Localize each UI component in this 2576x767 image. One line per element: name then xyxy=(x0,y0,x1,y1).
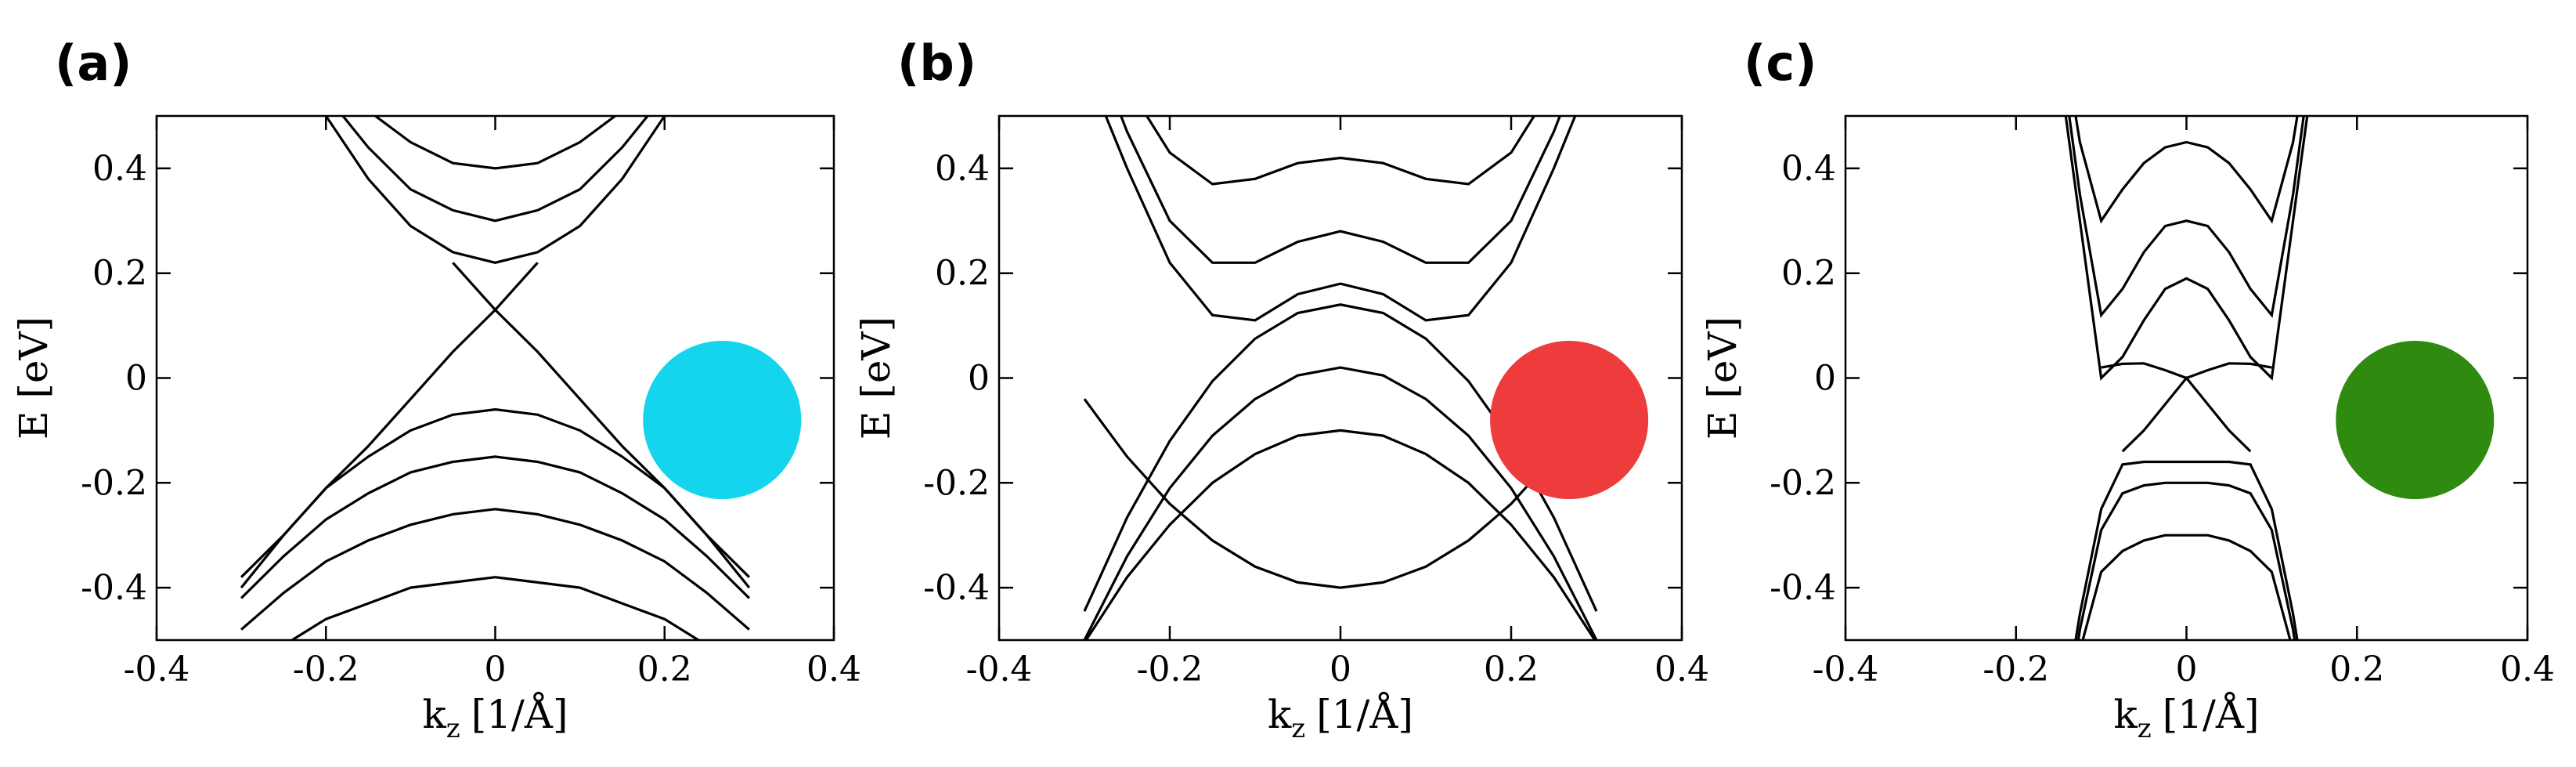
band-line xyxy=(373,116,618,170)
x-label-unit: [1/Å] xyxy=(1316,691,1413,737)
y-tick-label: -0.4 xyxy=(923,568,990,608)
x-tick-label: -0.4 xyxy=(124,649,190,689)
series-group xyxy=(2064,116,2309,640)
x-tick-label: 0.2 xyxy=(637,649,692,689)
y-tick-label: 0.2 xyxy=(1781,254,1836,294)
x-tick-label: 0 xyxy=(1329,649,1351,689)
band-line xyxy=(452,262,751,578)
band-line xyxy=(240,455,751,599)
band-line xyxy=(2074,460,2299,640)
x-tick-label: -0.4 xyxy=(966,649,1033,689)
band-line xyxy=(341,116,650,223)
y-tick-label: 0.4 xyxy=(92,149,147,189)
panel: (c) -0.4 -0.2 0 0.2 0.4 -0.4 -0.2 0 0.2 0.4 kz [1/Å]… xyxy=(1700,34,2555,744)
y-axis-label: E [eV] xyxy=(853,317,899,440)
y-axis-label: E [eV] xyxy=(11,317,56,440)
x-axis-label: kz [1/Å] xyxy=(1268,691,1413,744)
x-label-sub: z xyxy=(446,713,460,744)
x-label-unit: [1/Å] xyxy=(471,691,568,737)
band-line xyxy=(289,576,702,640)
y-tick-label: 0.4 xyxy=(935,149,990,189)
band-line xyxy=(240,262,539,578)
band-line xyxy=(324,116,666,264)
band-line xyxy=(240,508,750,631)
band-line xyxy=(1083,398,1598,589)
x-tick-label: 0.4 xyxy=(1654,649,1709,689)
x-tick-label: 0.2 xyxy=(2329,649,2384,689)
band-line xyxy=(1083,366,1598,640)
x-tick-label: -0.2 xyxy=(293,649,359,689)
band-line xyxy=(1119,116,1562,264)
x-tick-label: 0.4 xyxy=(2500,649,2555,689)
y-tick-label: 0 xyxy=(968,359,990,399)
panel-label: (a) xyxy=(55,34,132,92)
x-tick-label: -0.2 xyxy=(1137,649,1203,689)
x-label-main: k xyxy=(2113,692,2138,737)
x-tick-label: 0.4 xyxy=(806,649,861,689)
y-tick-label: -0.2 xyxy=(923,463,990,503)
y-tick-label: -0.2 xyxy=(1770,463,1836,503)
x-axis-label: kz [1/Å] xyxy=(2113,691,2259,744)
y-tick-label: 0.4 xyxy=(1781,149,1836,189)
band-line xyxy=(1104,116,1577,322)
y-axis-label: E [eV] xyxy=(1700,317,1745,440)
series-group xyxy=(1083,116,1598,640)
band-line xyxy=(2121,375,2252,453)
x-tick-label: -0.4 xyxy=(1813,649,1879,689)
y-tick-label: 0.2 xyxy=(92,254,147,294)
band-line xyxy=(2081,534,2292,640)
y-tick-label: 0 xyxy=(125,359,147,399)
x-tick-label: -0.2 xyxy=(1983,649,2049,689)
x-label-sub: z xyxy=(1291,713,1305,744)
y-tick-label: -0.4 xyxy=(1770,568,1836,608)
panel-label: (b) xyxy=(897,34,976,92)
x-label-main: k xyxy=(1268,692,1292,737)
x-tick-label: 0 xyxy=(485,649,507,689)
band-line xyxy=(1084,429,1596,640)
x-tick-label: 0 xyxy=(2176,649,2198,689)
y-tick-label: 0.2 xyxy=(935,254,990,294)
panel: (b) -0.4 -0.2 0 0.2 0.4 -0.4 -0.2 0 0.2 0.4 kz [1/Å]… xyxy=(853,34,1709,744)
band-line xyxy=(2064,116,2309,381)
y-tick-label: -0.2 xyxy=(81,463,147,503)
band-line xyxy=(2074,116,2299,224)
phase-marker xyxy=(643,341,802,500)
x-label-unit: [1/Å] xyxy=(2163,691,2260,737)
panel: (a) -0.4 -0.2 0 0.2 0.4 -0.4 -0.2 0 0.2 0.4 kz [1/Å]… xyxy=(11,34,861,744)
x-axis-label: kz [1/Å] xyxy=(422,691,568,744)
series-group xyxy=(240,116,751,640)
y-tick-label: 0 xyxy=(1814,359,1836,399)
x-label-main: k xyxy=(422,692,446,737)
band-line xyxy=(2068,116,2305,318)
y-tick-label: -0.4 xyxy=(81,568,147,608)
panel-label: (c) xyxy=(1744,34,1817,92)
band-line xyxy=(2076,481,2296,640)
x-tick-label: 0.2 xyxy=(1484,649,1539,689)
band-line xyxy=(2101,362,2272,380)
phase-marker xyxy=(2336,341,2495,500)
x-label-sub: z xyxy=(2138,713,2152,744)
phase-marker xyxy=(1490,341,1649,500)
band-line xyxy=(1145,116,1536,186)
